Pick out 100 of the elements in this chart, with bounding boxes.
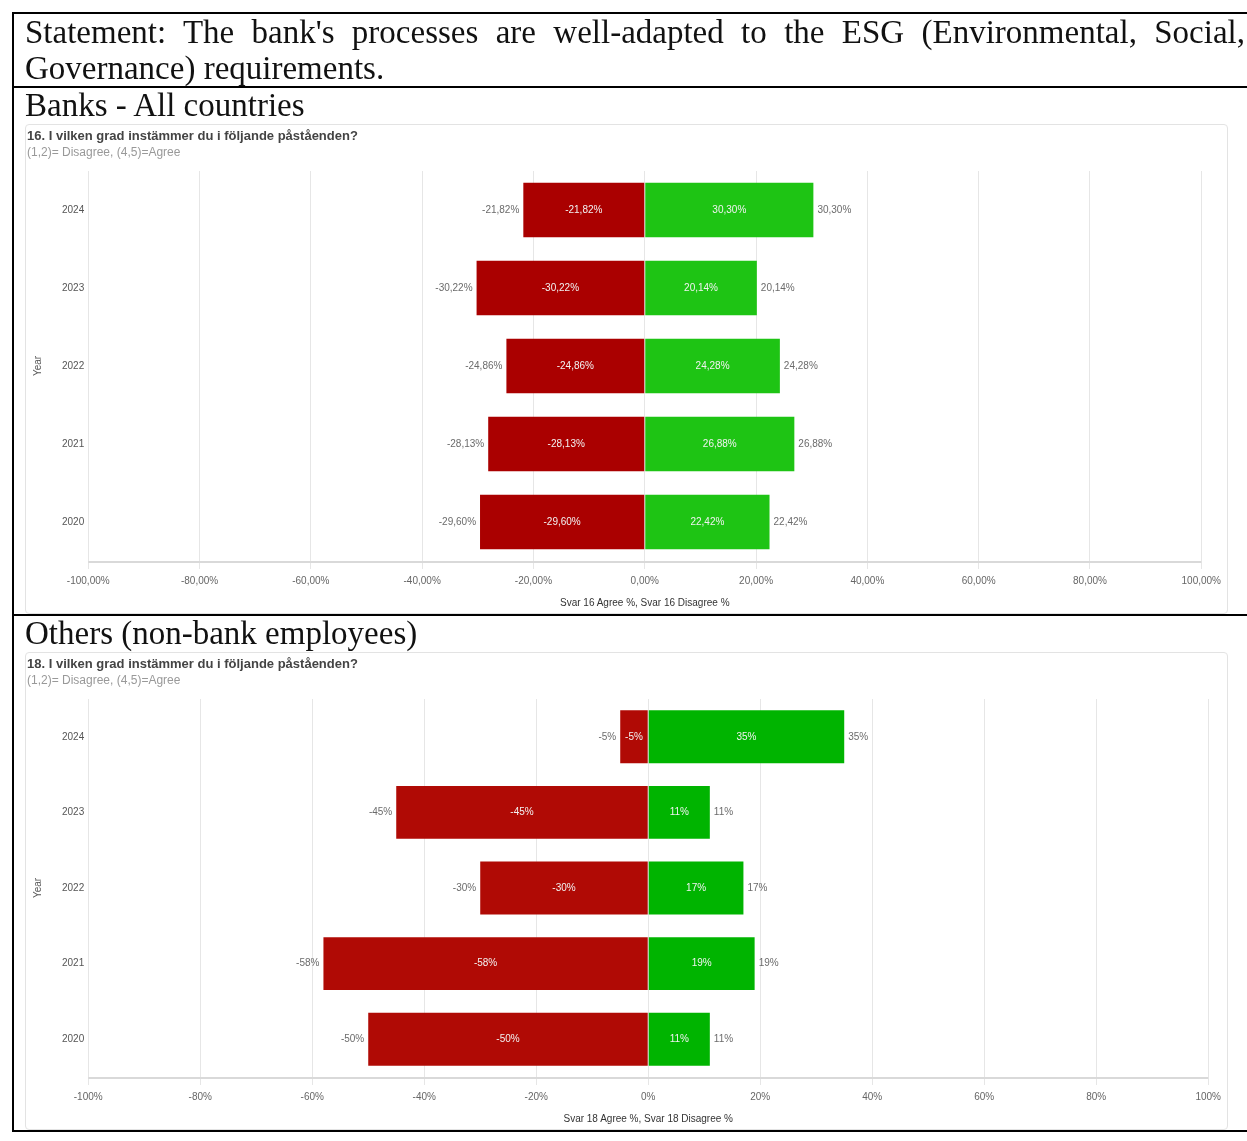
data-label: 20,14% xyxy=(760,281,795,293)
text: -58% xyxy=(473,957,498,969)
y-tick-label: 2022 xyxy=(62,359,85,371)
data-label: -30% xyxy=(452,881,477,893)
data-label: 11% xyxy=(669,1032,690,1044)
bar xyxy=(506,338,645,394)
text: -30,22% xyxy=(541,281,580,293)
x-axis-title: Svar 16 Agree %, Svar 16 Disagree % xyxy=(559,596,730,608)
bar xyxy=(396,785,648,839)
y-tick-label: 2023 xyxy=(62,281,85,293)
x-tick-label: 0% xyxy=(641,1090,656,1102)
x-tick-label: 60% xyxy=(974,1090,995,1102)
y-tick-label: 2024 xyxy=(62,730,85,742)
text: 35% xyxy=(736,730,757,742)
bar xyxy=(648,785,710,839)
x-tick-label: -20% xyxy=(524,1090,549,1102)
text: -50% xyxy=(496,1032,520,1044)
x-tick-label: -100,00% xyxy=(66,574,110,586)
x-tick-label: 100,00% xyxy=(1181,574,1222,586)
bar xyxy=(645,338,780,394)
data-label: -28,13% xyxy=(446,437,485,449)
x-tick-label: -40,00% xyxy=(403,574,441,586)
data-label: 35% xyxy=(848,730,869,742)
text: 19% xyxy=(691,957,712,969)
x-tick-label: 100% xyxy=(1195,1090,1222,1102)
chart-title: Others (non-bank employees) xyxy=(25,615,419,651)
bar xyxy=(476,260,645,316)
x-tick-label: -60,00% xyxy=(292,574,330,586)
chart-subtitle: 16. I vilken grad instämmer du i följande påståenden? xyxy=(26,127,359,144)
y-axis-title: Year xyxy=(31,355,43,377)
x-tick-label: -40% xyxy=(412,1090,437,1102)
text: 26,88% xyxy=(702,437,737,449)
bar xyxy=(645,494,770,550)
data-label: -45% xyxy=(368,806,393,818)
bar xyxy=(648,1012,710,1066)
text: 17% xyxy=(686,881,707,893)
data-label: -21,82% xyxy=(482,203,520,215)
text: -28,13% xyxy=(547,437,585,449)
x-tick-label: -80% xyxy=(188,1090,213,1102)
chart-title: Banks - All countries xyxy=(25,87,306,123)
data-label: -58% xyxy=(296,957,320,969)
y-tick-label: 2021 xyxy=(62,957,85,969)
bar xyxy=(648,710,845,764)
text: -5% xyxy=(598,730,617,742)
x-tick-label: 40,00% xyxy=(850,574,885,586)
text: -24,86% xyxy=(556,359,594,371)
x-tick-label: 80% xyxy=(1086,1090,1107,1102)
text: 24,28% xyxy=(695,359,730,371)
text: (1,2)= Disagree, (4,5)=Agree xyxy=(26,672,182,689)
y-tick-label: 2023 xyxy=(62,806,85,818)
bar xyxy=(523,182,645,238)
x-tick-label: -80,00% xyxy=(180,574,219,586)
data-label: 24,28% xyxy=(783,359,818,371)
data-label: -5% xyxy=(625,730,643,742)
chart-subtitle: 18. I vilken grad instämmer du i följande påståenden? xyxy=(26,655,359,672)
text: Statement: The bank's processes are well-adapted to the ESG (Environmental, Social, Governance) requirements. xyxy=(25,14,1245,86)
data-label: 19% xyxy=(758,957,779,969)
bar xyxy=(480,861,648,915)
x-tick-label: 20% xyxy=(750,1090,771,1102)
data-label: 17% xyxy=(747,881,768,893)
y-tick-label: 2020 xyxy=(62,515,85,527)
bar xyxy=(645,182,814,238)
y-tick-label: 2024 xyxy=(62,203,85,215)
data-label: -30,22% xyxy=(435,281,473,293)
bar xyxy=(648,861,744,915)
bar xyxy=(648,937,755,991)
text: (1,2)= Disagree, (4,5)=Agree xyxy=(26,144,182,161)
data-label: 22,42% xyxy=(773,515,808,527)
x-tick-label: 60,00% xyxy=(961,574,996,586)
y-tick-label: 2022 xyxy=(62,881,85,893)
bar xyxy=(480,494,645,550)
text: 20,14% xyxy=(684,281,718,293)
text: 11% xyxy=(713,1032,734,1044)
bar xyxy=(488,416,645,472)
data-label: -24,86% xyxy=(465,359,503,371)
x-tick-label: -60% xyxy=(300,1090,325,1102)
bar xyxy=(620,710,648,764)
x-tick-label: -20,00% xyxy=(514,574,553,586)
y-tick-label: 2020 xyxy=(62,1032,85,1044)
x-tick-label: -100% xyxy=(73,1090,103,1102)
x-tick-label: 0,00% xyxy=(630,574,660,586)
bar xyxy=(368,1012,648,1066)
data-label: -29,60% xyxy=(438,515,477,527)
y-axis-title: Year xyxy=(31,877,43,899)
bar xyxy=(645,416,795,472)
text: 22,42% xyxy=(690,515,725,527)
data-label: -50% xyxy=(340,1032,365,1044)
text: -21,82% xyxy=(565,203,603,215)
text: 30,30% xyxy=(712,203,747,215)
text: -30% xyxy=(552,881,576,893)
bar xyxy=(323,937,648,991)
data-label: 11% xyxy=(669,806,690,818)
bar xyxy=(645,260,757,316)
x-tick-label: 20,00% xyxy=(739,574,774,586)
text: -45% xyxy=(510,806,534,818)
text: 11% xyxy=(713,806,734,818)
y-tick-label: 2021 xyxy=(62,437,85,449)
x-axis-title: Svar 18 Agree %, Svar 18 Disagree % xyxy=(563,1112,734,1124)
data-label: 26,88% xyxy=(798,437,833,449)
data-label: 30,30% xyxy=(817,203,852,215)
